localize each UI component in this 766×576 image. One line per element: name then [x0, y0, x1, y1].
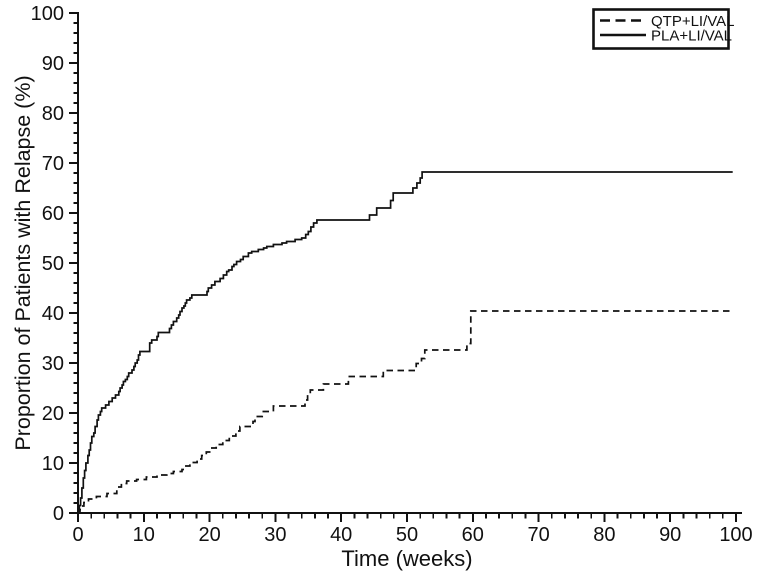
x-tick-label-20: 20 — [198, 524, 220, 546]
y-tick-label-70: 70 — [42, 153, 64, 175]
x-axis-title: Time (weeks) — [341, 546, 472, 571]
tick-labels: 0 10 20 30 40 50 60 70 80 90 100 0 10 20 30 40 50 60 70 80 9… — [31, 3, 753, 546]
y-tick-label-20: 20 — [42, 403, 64, 425]
axis-lines — [76, 12, 742, 515]
legend-label: PLA+LI/VAL — [651, 28, 732, 45]
y-tick-label-90: 90 — [42, 53, 64, 75]
legend-label: QTP+LI/VAL — [651, 13, 735, 30]
y-tick-label-40: 40 — [42, 303, 64, 325]
x-tick-label-60: 60 — [462, 524, 484, 546]
y-tick-label-10: 10 — [42, 453, 64, 475]
x-tick-label-10: 10 — [133, 524, 155, 546]
legend-item-qtp-li-val: QTP+LI/VAL — [600, 13, 735, 30]
y-axis-title: Proportion of Patients with Relapse (%) — [11, 75, 35, 450]
x-tick-label-100: 100 — [719, 524, 752, 546]
legend-item-pla-li-val: PLA+LI/VAL — [600, 28, 732, 45]
x-tick-label-50: 50 — [396, 524, 418, 546]
x-tick-label-0: 0 — [72, 524, 83, 546]
y-tick-label-50: 50 — [42, 253, 64, 275]
y-tick-label-80: 80 — [42, 103, 64, 125]
y-tick-label-60: 60 — [42, 203, 64, 225]
y-tick-label-30: 30 — [42, 353, 64, 375]
x-tick-label-90: 90 — [659, 524, 681, 546]
x-tick-label-70: 70 — [527, 524, 549, 546]
y-tick-label-0: 0 — [53, 503, 64, 525]
series-curve-pla-li-val — [78, 171, 733, 514]
axis-ticks — [69, 12, 737, 522]
x-tick-label-40: 40 — [330, 524, 352, 546]
series-curve-qtp-li-val — [78, 310, 733, 514]
x-tick-label-80: 80 — [593, 524, 615, 546]
y-tick-label-100: 100 — [31, 3, 64, 25]
x-tick-label-30: 30 — [264, 524, 286, 546]
series-curves — [78, 171, 733, 514]
legend-box — [592, 8, 730, 50]
